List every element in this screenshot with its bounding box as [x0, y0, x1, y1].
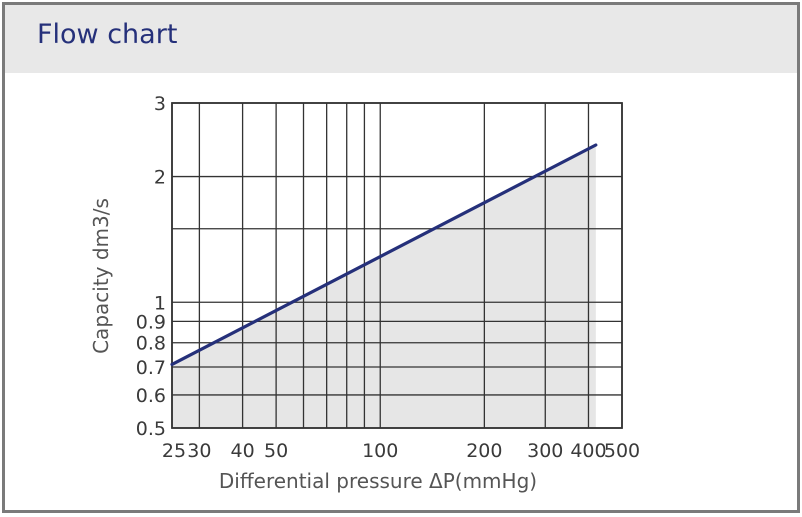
y-tick-label: 0.7 [136, 357, 166, 379]
y-tick-label: 1 [154, 292, 166, 314]
x-axis-label: Differential pressure ΔP(mmHg) [219, 469, 537, 493]
x-tick-label: 200 [466, 440, 502, 462]
page-title: Flow chart [37, 19, 178, 50]
plot-border [171, 102, 623, 429]
x-tick-label: 40 [231, 440, 255, 462]
x-tick-label: 500 [604, 440, 640, 462]
x-tick-label: 400 [570, 440, 606, 462]
y-tick-label: 2 [154, 167, 166, 189]
x-tick-label: 300 [527, 440, 563, 462]
x-tick-label: 25 [162, 440, 186, 462]
y-tick-label: 3 [154, 93, 166, 115]
area-fill [172, 144, 596, 429]
y-tick-label: 0.8 [136, 333, 166, 355]
x-tick-label: 50 [264, 440, 288, 462]
y-tick-label: 0.9 [136, 311, 166, 333]
x-tick-label: 100 [362, 440, 398, 462]
x-tick-label: 30 [187, 440, 211, 462]
y-axis-label: Capacity dm3/s [89, 198, 113, 354]
capacity-line [170, 143, 598, 366]
header-bar: Flow chart [5, 5, 797, 73]
y-tick-label: 0.5 [136, 418, 166, 440]
y-tick-label: 0.6 [136, 385, 166, 407]
